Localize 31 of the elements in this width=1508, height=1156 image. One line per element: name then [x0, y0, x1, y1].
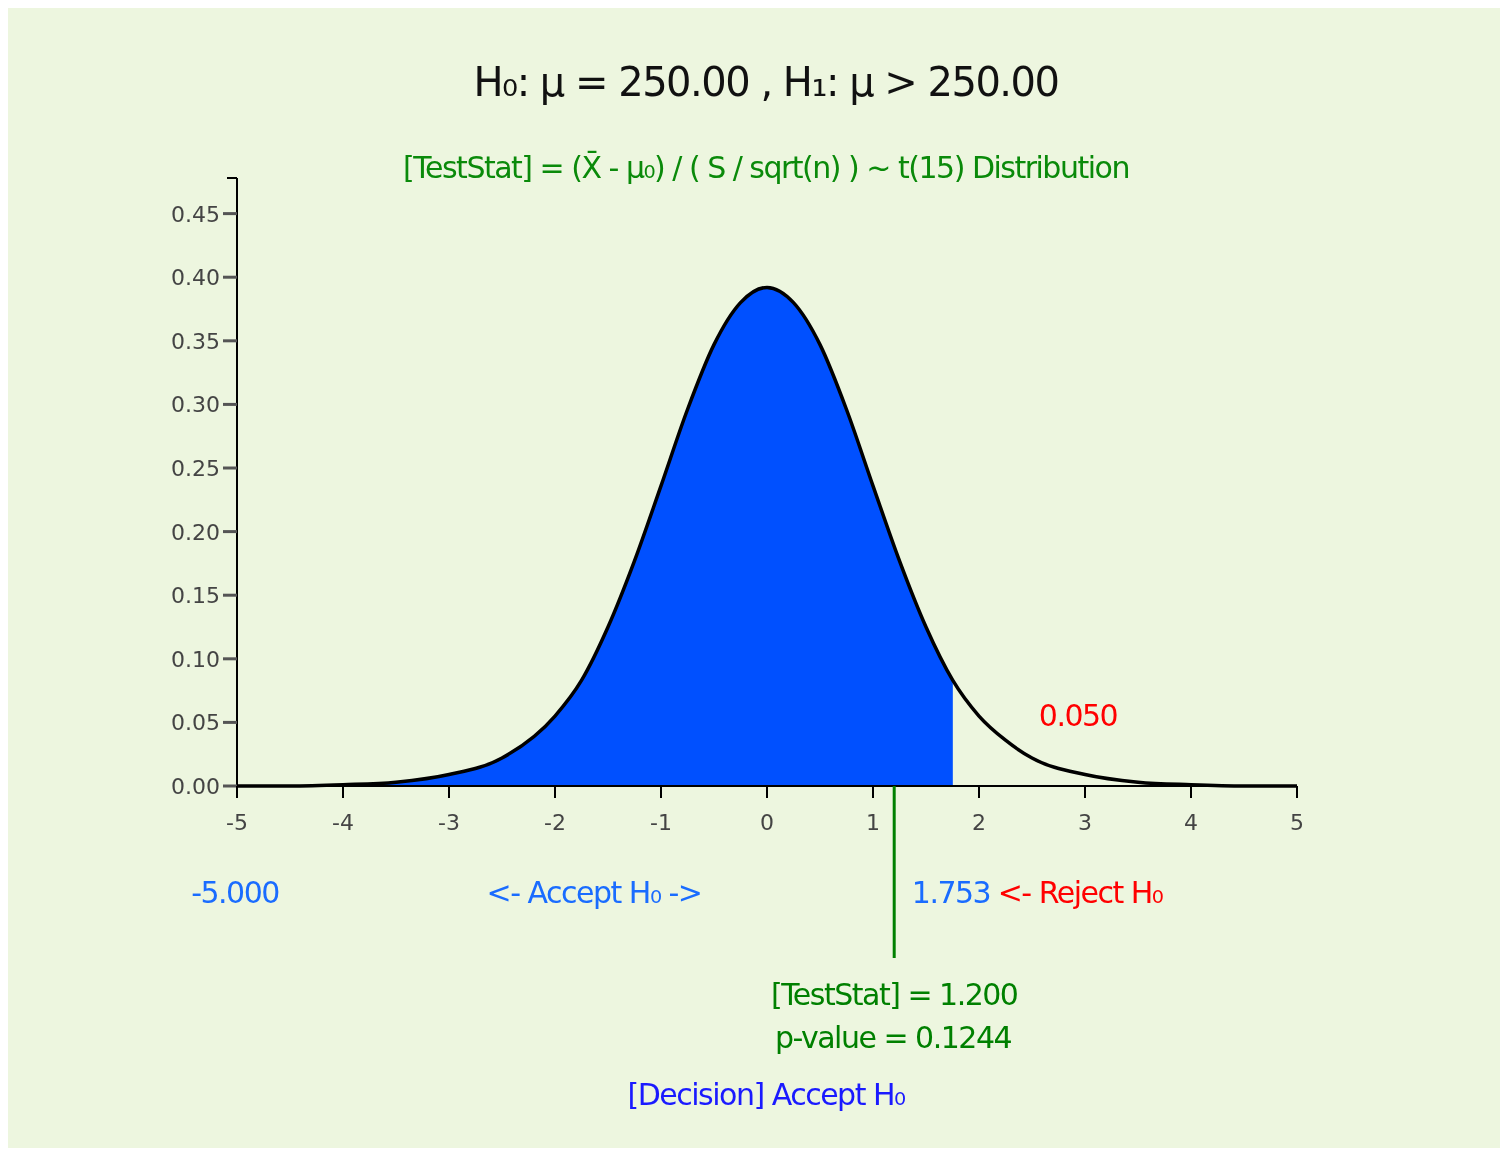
- x-tick-label: 0: [760, 810, 774, 835]
- text: <- Reject H₀: [997, 875, 1163, 910]
- x-tick-label: 5: [1290, 810, 1304, 835]
- text: -5.000: [191, 875, 280, 910]
- y-tick-label: 0.00: [171, 774, 220, 799]
- x-tick-label: -3: [438, 810, 460, 835]
- text: p-value = 0.1244: [774, 1020, 1012, 1055]
- text: <- Accept H₀ ->: [486, 875, 702, 910]
- chart-title: H₀: μ = 250.00 , H₁: μ > 250.00: [473, 59, 1059, 105]
- chart-subtitle: [TestStat] = (X̄ - μ₀) / ( S / sqrt(n) ) ~ t(15) Distribution: [403, 149, 1129, 185]
- y-tick-label: 0.35: [171, 328, 220, 354]
- x-tick-label: 3: [1078, 810, 1092, 835]
- y-tick-label: 0.45: [171, 201, 220, 227]
- y-tick-label: 0.30: [171, 392, 220, 418]
- x-tick-label: -2: [544, 810, 566, 835]
- x-tick-label: 4: [1184, 810, 1198, 835]
- annotation: 0.050: [1038, 698, 1118, 733]
- ref-line-label: [TestStat] = 1.200: [770, 977, 1018, 1012]
- text: [Decision] Accept H₀: [627, 1077, 905, 1112]
- y-tick-label: 0.05: [171, 710, 220, 736]
- text: 1.753: [911, 875, 991, 910]
- y-tick-label: 0.20: [171, 519, 220, 545]
- x-tick-label: 1: [866, 810, 880, 835]
- x-tick-label: 2: [972, 810, 986, 835]
- x-tick-label: -5: [226, 810, 248, 835]
- y-tick-label: 0.10: [171, 646, 220, 672]
- x-tick-label: -4: [332, 810, 354, 835]
- y-tick-label: 0.25: [171, 456, 220, 482]
- y-tick-label: 0.40: [171, 265, 220, 291]
- y-tick-label: 0.15: [171, 583, 220, 609]
- x-tick-label: -1: [650, 810, 672, 835]
